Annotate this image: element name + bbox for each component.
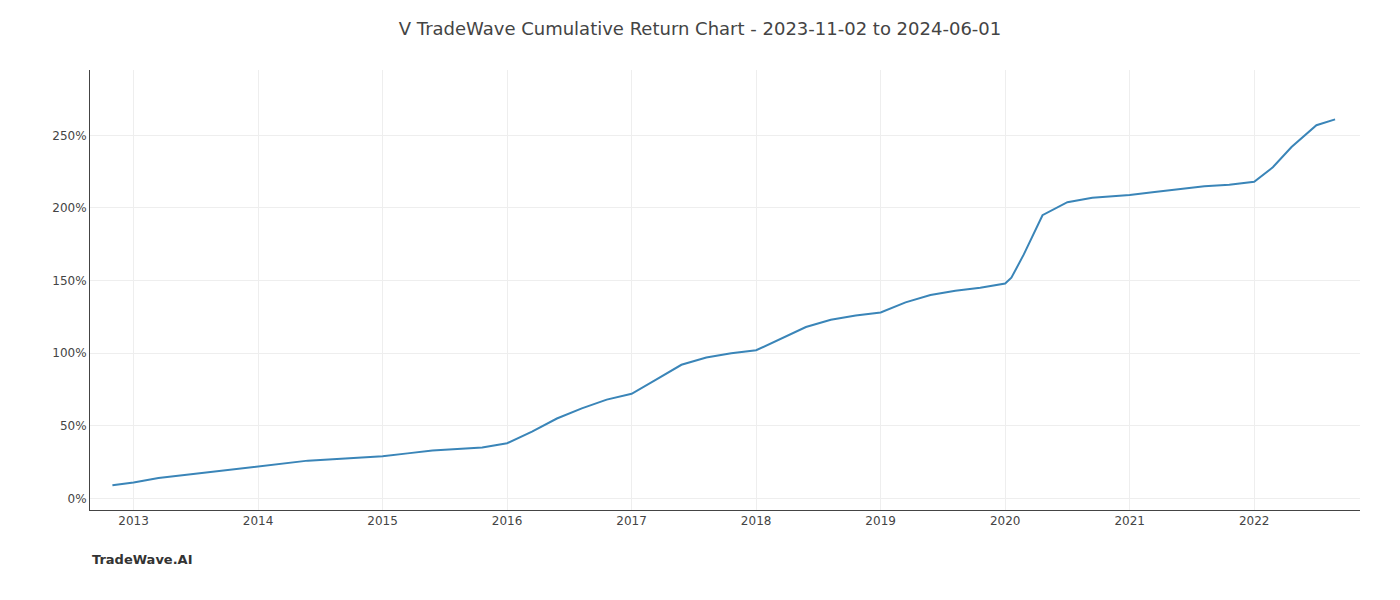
svg-text:2014: 2014 — [243, 514, 274, 528]
svg-text:0%: 0% — [68, 492, 87, 506]
svg-text:2015: 2015 — [367, 514, 398, 528]
svg-text:TradeWave.AI: TradeWave.AI — [92, 552, 193, 567]
svg-text:2022: 2022 — [1239, 514, 1270, 528]
svg-text:2013: 2013 — [118, 514, 149, 528]
svg-text:2021: 2021 — [1114, 514, 1145, 528]
svg-text:50%: 50% — [60, 419, 87, 433]
svg-text:2020: 2020 — [990, 514, 1021, 528]
svg-text:150%: 150% — [52, 274, 86, 288]
svg-text:2019: 2019 — [865, 514, 896, 528]
svg-text:200%: 200% — [52, 201, 86, 215]
svg-text:2017: 2017 — [616, 514, 647, 528]
svg-text:V TradeWave Cumulative Return: V TradeWave Cumulative Return Chart - 20… — [399, 18, 1001, 39]
svg-text:100%: 100% — [52, 346, 86, 360]
svg-text:2016: 2016 — [492, 514, 523, 528]
svg-text:2018: 2018 — [741, 514, 772, 528]
svg-text:250%: 250% — [52, 129, 86, 143]
